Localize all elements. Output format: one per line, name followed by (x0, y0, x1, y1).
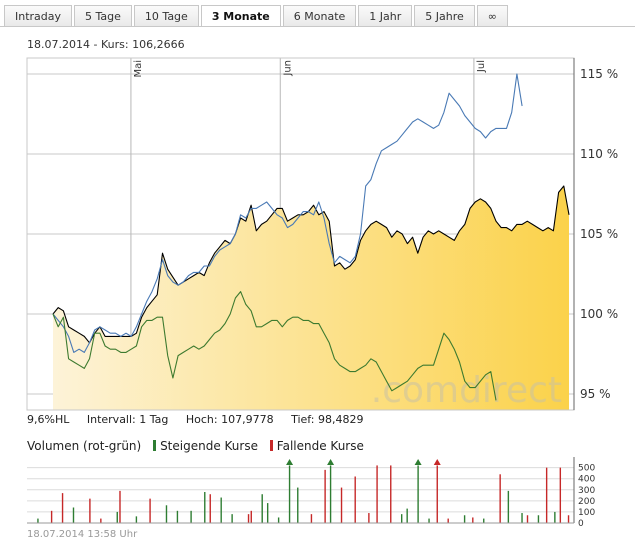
chart-header: 18.07.2014 - Kurs: 106,2666 (27, 38, 185, 51)
header-date: 18.07.2014 (27, 38, 90, 51)
tab-5-tage[interactable]: 5 Tage (74, 5, 132, 27)
header-kurs-label: Kurs: (100, 38, 129, 51)
volume-tick-label: 200 (578, 497, 595, 507)
info-hl: 9,6%HL (27, 413, 70, 426)
series-green-line (52, 291, 497, 401)
volume-title: Volumen (rot-grün) (27, 439, 142, 453)
series-main-area (53, 186, 569, 410)
month-label: Mai (133, 60, 144, 78)
series-blue-line (52, 73, 523, 353)
month-label: Jul (476, 60, 487, 73)
timestamp: 18.07.2014 13:58 Uhr (27, 529, 138, 540)
tab-1-jahr[interactable]: 1 Jahr (358, 5, 413, 27)
volume-overflow-arrow (286, 459, 294, 465)
y-tick-label: 105 % (580, 227, 618, 241)
volume-overflow-arrow (433, 459, 441, 465)
watermark: .comdirect (371, 370, 562, 411)
info-interval: Intervall: 1 Tag (86, 413, 169, 426)
volume-rising-label: Steigende Kurse (160, 439, 258, 453)
volume-overflow-arrow (414, 459, 422, 465)
series-main-line (52, 185, 570, 344)
info-low: Tief: 98,4829 (291, 413, 364, 426)
y-tick-label: 110 % (580, 147, 618, 161)
y-tick-label: 115 % (580, 67, 618, 81)
volume-tick-label: 300 (578, 486, 595, 496)
month-label: Jun (282, 60, 293, 77)
volume-tick-label: 500 (578, 464, 595, 474)
y-tick-label: 100 % (580, 307, 618, 321)
tab-divider (0, 26, 635, 27)
volume-legend: Volumen (rot-grün) Steigende Kurse Falle… (27, 439, 364, 453)
volume-tick-label: 100 (578, 508, 595, 518)
volume-tick-label: 0 (578, 519, 584, 529)
volume-overflow-arrow (327, 459, 335, 465)
info-high: Hoch: 107,9778 (185, 413, 274, 426)
chart-info: 9,6%HL Intervall: 1 Tag Hoch: 107,9778 T… (27, 413, 377, 426)
falling-marker (269, 440, 273, 451)
tab-max[interactable]: ∞ (476, 5, 508, 27)
header-kurs-value: 106,2666 (132, 38, 185, 51)
volume-falling-label: Fallende Kurse (276, 439, 364, 453)
header-separator: - (93, 38, 98, 51)
tab-10-tage[interactable]: 10 Tage (133, 5, 199, 27)
period-tabs: Intraday 5 Tage 10 Tage 3 Monate 6 Monat… (4, 5, 510, 27)
y-tick-label: 95 % (580, 387, 611, 401)
rising-marker (153, 440, 157, 451)
volume-tick-label: 400 (578, 475, 595, 485)
